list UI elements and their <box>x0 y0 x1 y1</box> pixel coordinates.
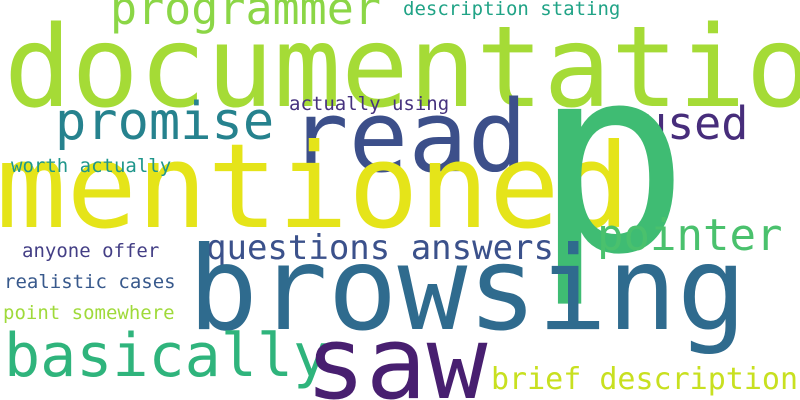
word-questions-answers: questions answers <box>206 228 554 268</box>
word-used: used <box>640 97 749 150</box>
word-pointer: pointer <box>597 210 783 261</box>
word-anyone-offer: anyone offer <box>22 240 160 262</box>
word-mentioned: mentioned <box>0 118 630 255</box>
word-worth-actually: worth actually <box>11 155 172 177</box>
word-promise: promise <box>55 92 275 152</box>
word-brief-description: brief description <box>491 362 799 397</box>
word-p: p <box>534 11 690 311</box>
word-browsing: browsing <box>188 222 747 357</box>
word-saw: saw <box>305 304 488 400</box>
word-programmer: programmer <box>110 0 381 35</box>
word-point-somewhere: point somewhere <box>3 302 175 324</box>
word-description-stating: description stating <box>403 0 621 20</box>
word-read: read <box>289 80 528 195</box>
word-basically: basically <box>4 321 330 391</box>
word-realistic-cases: realistic cases <box>4 271 176 293</box>
word-documentation: documentation <box>4 3 800 133</box>
word-actually-using: actually using <box>289 93 450 115</box>
